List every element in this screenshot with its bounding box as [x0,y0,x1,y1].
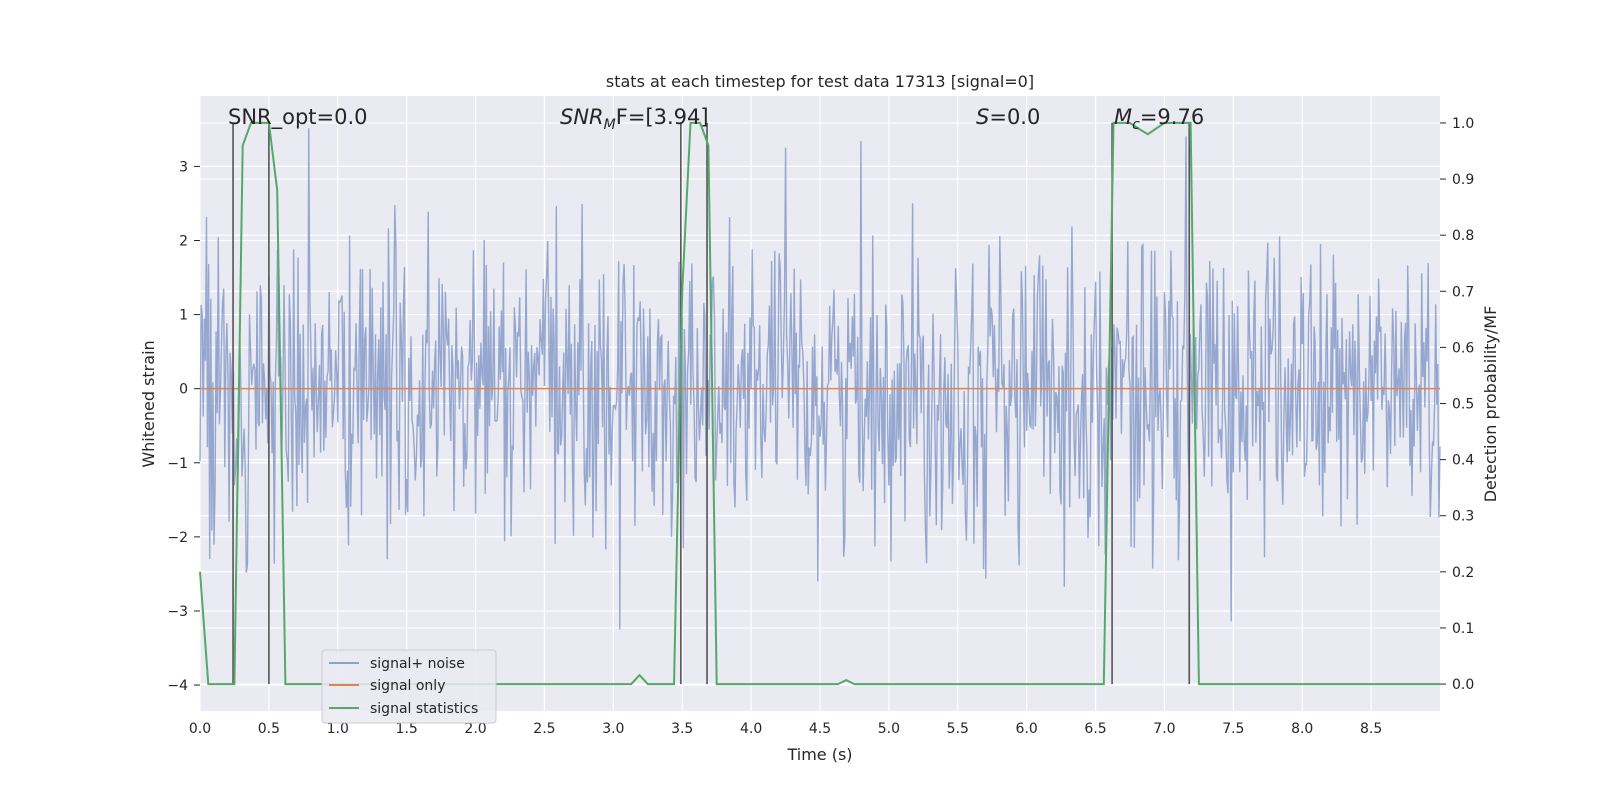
y-tick-label: 1 [179,308,188,324]
x-tick-label: 7.0 [1153,721,1175,737]
y2-tick-label: 0.7 [1452,284,1474,300]
x-axis-label: Time (s) [786,745,852,764]
x-tick-label: 0.5 [258,721,280,737]
x-tick-label: 1.5 [396,721,418,737]
x-tick-label: 3.0 [602,721,624,737]
annotation-mc-sub: c [1132,117,1140,133]
annotation-s: S=0.0 [976,105,1040,129]
x-tick-label: 7.5 [1222,721,1244,737]
annotation-snr-mf-rest: F=[3.94] [616,105,709,129]
noise-line [199,128,1441,630]
y2-tick-label: 0.6 [1452,340,1474,356]
x-tick-label: 2.0 [464,721,486,737]
y2-tick-label: 0.2 [1452,565,1474,581]
grid [199,96,1440,711]
annotation-snr-mf: SNRMF=[3.94] [560,105,709,133]
y-axis-label: Whitened strain [139,340,158,467]
x-tick-label: 1.0 [327,721,349,737]
y2-axis-label: Detection probability/MF [1481,306,1500,503]
legend-label-noise: signal+ noise [370,656,465,672]
annotation-mc-base: M [1114,105,1132,129]
y2-tick-label: 1.0 [1452,116,1474,132]
x-tick-label: 2.5 [533,721,555,737]
annotation-s-base: S [976,105,989,129]
annotation-snr-mf-base: SNR [560,105,604,129]
x-tick-label: 6.5 [1084,721,1106,737]
y-tick-label: −3 [167,604,188,620]
y-tick-label: 2 [179,233,188,249]
y-tick-label: −1 [167,456,188,472]
chart-title: stats at each timestep for test data 173… [606,72,1034,91]
y2-tick-label: 0.9 [1452,172,1474,188]
statistics-line [199,121,1440,686]
annotation-mc-rest: =9.76 [1140,105,1204,129]
y-tick-label: −4 [167,678,188,694]
legend-label-statistics: signal statistics [370,701,478,717]
x-tick-label: 8.0 [1291,721,1313,737]
x-axis-ticks: 0.0 0.5 1.0 1.5 2.0 2.5 3.0 3.5 4.0 4.5 5.0 5.5 6.0 6… [189,721,1382,737]
x-tick-label: 4.0 [740,721,762,737]
y2-axis-ticks: 0.0 0.1 0.2 0.3 0.4 0.5 0.6 0.7 0.8 0.9 1.0 [1440,116,1474,693]
y2-tick-label: 0.3 [1452,509,1474,525]
noise-series [199,128,1441,630]
y2-tick-label: 0.1 [1452,621,1474,637]
y-tick-label: 3 [179,159,188,175]
y-tick-label: 0 [179,382,188,398]
y-axis-ticks: −4 −3 −2 −1 0 1 2 3 [167,159,200,694]
y2-tick-label: 0.0 [1452,677,1474,693]
y2-tick-label: 0.8 [1452,228,1474,244]
x-tick-label: 5.0 [878,721,900,737]
legend: signal+ noise signal only signal statist… [321,649,497,724]
annotation-snr-opt: SNR_opt=0.0 [228,105,368,130]
x-tick-label: 0.0 [189,721,211,737]
y2-tick-label: 0.5 [1452,397,1474,413]
y-tick-label: −2 [167,530,188,546]
annotation-snr-mf-sub: M [604,117,616,133]
x-tick-label: 4.5 [809,721,831,737]
x-tick-label: 6.0 [1016,721,1038,737]
annotation-s-rest: =0.0 [989,105,1040,129]
legend-label-signal-only: signal only [370,678,445,694]
statistics-series [199,121,1440,686]
x-tick-label: 5.5 [947,721,969,737]
x-tick-label: 8.5 [1360,721,1382,737]
legend-box [321,649,497,724]
x-tick-label: 3.5 [671,721,693,737]
y2-tick-label: 0.4 [1452,453,1474,469]
annotation-mc: Mc=9.76 [1114,105,1204,133]
